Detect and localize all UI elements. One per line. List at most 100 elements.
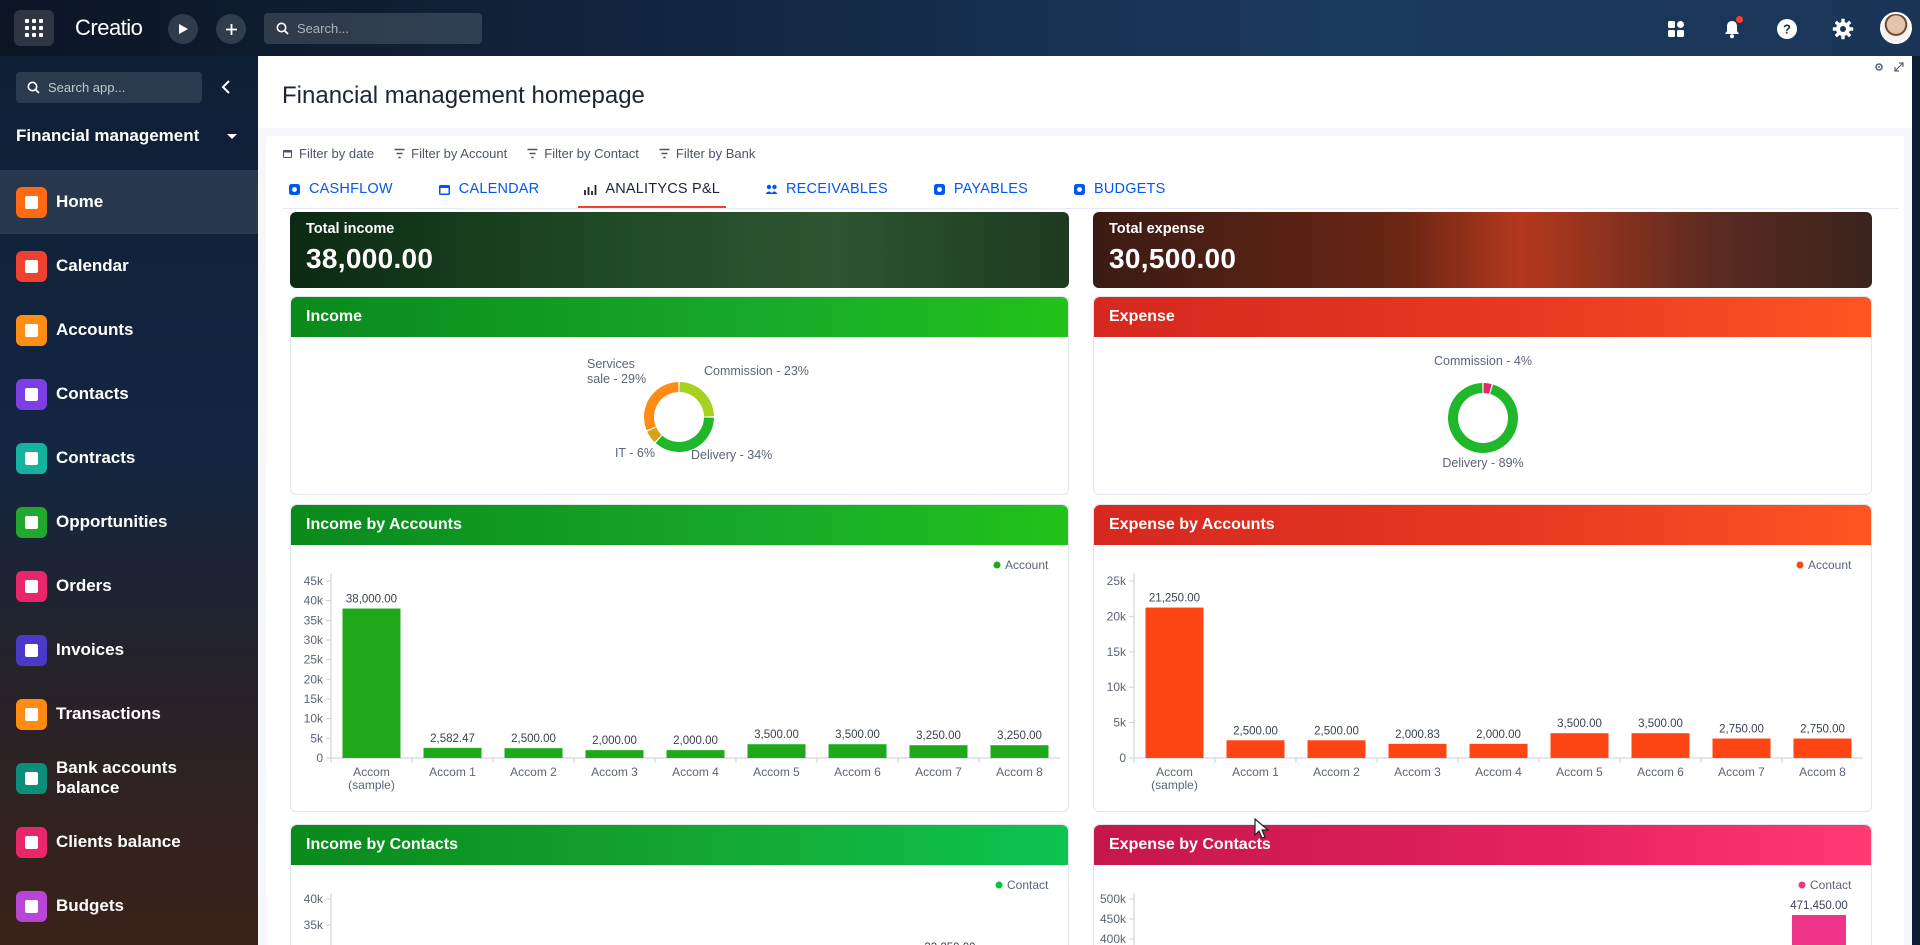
bar-accom-sample[interactable] bbox=[1145, 607, 1204, 758]
create-new-button[interactable] bbox=[216, 14, 246, 44]
analytics-icon bbox=[584, 184, 597, 195]
sidebar-item-accounts[interactable]: Accounts bbox=[0, 298, 258, 362]
bar-accom-8[interactable] bbox=[1793, 738, 1852, 758]
sidebar-item-orders[interactable]: Orders bbox=[0, 554, 258, 618]
settings-button[interactable] bbox=[1828, 14, 1858, 44]
income-by-accounts-chart[interactable]: 0 5k 10k 15k 20k 25k 30k 35k 40k 45k Account 38,000… bbox=[291, 545, 1068, 811]
bar-accom-2[interactable] bbox=[1307, 740, 1366, 758]
bar-accom-7[interactable] bbox=[1712, 738, 1771, 758]
bar-accom-sample[interactable] bbox=[342, 608, 401, 758]
sidebar-item-clients-balance[interactable]: Clients balance bbox=[0, 810, 258, 874]
bar-value-label: 2,500.00 bbox=[1314, 725, 1359, 737]
sidebar-item-budgets[interactable]: Budgets bbox=[0, 874, 258, 938]
x-tick-label: Accom bbox=[1156, 765, 1193, 779]
bar-accom-2[interactable] bbox=[504, 748, 563, 758]
collapse-sidebar-button[interactable] bbox=[216, 76, 236, 98]
mouse-cursor bbox=[1254, 818, 1270, 839]
tab-budgets[interactable]: BUDGETS bbox=[1067, 170, 1172, 208]
page-settings-icon[interactable] bbox=[1874, 62, 1884, 72]
sidebar-item-calendar[interactable]: Calendar bbox=[0, 234, 258, 298]
tab-receivables[interactable]: RECEIVABLES bbox=[759, 170, 894, 208]
filter-bar: Filter by date Filter by Account Filter by… bbox=[282, 136, 755, 170]
income-pie-chart[interactable]: Commission - 23% Delivery - 34% IT - 6% Ser… bbox=[291, 337, 1068, 494]
apps-icon bbox=[1668, 21, 1684, 37]
help-button[interactable]: ? bbox=[1772, 14, 1802, 44]
run-process-button[interactable] bbox=[168, 14, 198, 44]
creatio-logo: Creatio bbox=[75, 15, 143, 40]
sidebar-item-transactions[interactable]: Transactions bbox=[0, 682, 258, 746]
bar-accom-3[interactable] bbox=[585, 750, 644, 758]
app-search-input[interactable] bbox=[48, 80, 198, 95]
page-header: Financial management homepage bbox=[258, 56, 1912, 128]
app-launcher-button[interactable] bbox=[14, 10, 54, 46]
bar-accom-6[interactable] bbox=[1631, 733, 1690, 758]
expand-icon[interactable] bbox=[1894, 62, 1904, 72]
notifications-button[interactable] bbox=[1717, 14, 1747, 44]
y-tick-label: 400k bbox=[1100, 932, 1127, 945]
bar-top-contact[interactable] bbox=[1792, 915, 1846, 945]
bar-accom-8[interactable] bbox=[990, 745, 1049, 758]
sidebar-item-opportunities[interactable]: Opportunities bbox=[0, 490, 258, 554]
legend-label: Account bbox=[1005, 558, 1049, 572]
y-tick-label: 20k bbox=[304, 672, 324, 686]
income-by-contacts-chart[interactable]: 40k 35k Contact 33,250.00 bbox=[291, 865, 1068, 945]
x-tick-label: Accom 8 bbox=[1799, 765, 1846, 779]
global-search[interactable] bbox=[264, 13, 482, 44]
invoice-icon bbox=[16, 634, 47, 666]
pie-slice-it-6[interactable] bbox=[647, 427, 662, 443]
app-switcher[interactable]: Financial management bbox=[16, 124, 241, 148]
bar-value-label: 33,250.00 bbox=[924, 942, 975, 945]
filter-icon bbox=[659, 148, 670, 158]
total-income-card[interactable]: Total income 38,000.00 bbox=[290, 212, 1069, 288]
bar-accom-4[interactable] bbox=[666, 750, 725, 758]
gear-icon bbox=[1832, 18, 1854, 40]
pie-slice-delivery-34[interactable] bbox=[655, 417, 714, 452]
bar-accom-3[interactable] bbox=[1388, 743, 1447, 758]
filter-filter-by-contact[interactable]: Filter by Contact bbox=[527, 146, 639, 161]
tab-calendar[interactable]: CALENDAR bbox=[432, 170, 546, 208]
x-tick-label: Accom 2 bbox=[1313, 765, 1360, 779]
tab-payables[interactable]: PAYABLES bbox=[927, 170, 1034, 208]
filter-filter-by-date[interactable]: Filter by date bbox=[282, 146, 374, 161]
payables-icon bbox=[933, 183, 945, 195]
tab-cashflow[interactable]: CASHFLOW bbox=[282, 170, 399, 208]
pie-slice-services-sale-29[interactable] bbox=[644, 382, 679, 431]
bar-accom-6[interactable] bbox=[828, 744, 887, 758]
sidebar-item-contacts[interactable]: Contacts bbox=[0, 362, 258, 426]
expense-pie-widget: Expense Commission - 4% Delivery - 89% bbox=[1093, 296, 1872, 495]
user-avatar[interactable] bbox=[1880, 12, 1912, 44]
pie-slice-commission-4[interactable] bbox=[1483, 383, 1492, 394]
bar-accom-1[interactable] bbox=[1226, 740, 1285, 758]
pie-slice-commission-23[interactable] bbox=[679, 382, 714, 417]
bar-value-label: 2,000.00 bbox=[673, 735, 718, 747]
sidebar-item-invoices[interactable]: Invoices bbox=[0, 618, 258, 682]
bar-accom-5[interactable] bbox=[747, 744, 806, 758]
legend-label: Contact bbox=[1810, 878, 1852, 892]
bar-accom-1[interactable] bbox=[423, 747, 482, 758]
total-expense-card[interactable]: Total expense 30,500.00 bbox=[1093, 212, 1872, 288]
income-by-accounts-title: Income by Accounts bbox=[291, 505, 1068, 545]
expense-by-contacts-chart[interactable]: 500k 450k 400k Contact 471,450.00 bbox=[1094, 865, 1871, 945]
tab-label: ANALITYCS P&L bbox=[605, 181, 720, 197]
y-tick-label: 45k bbox=[304, 574, 324, 588]
app-hub-button[interactable] bbox=[1661, 14, 1691, 44]
app-search[interactable] bbox=[16, 72, 202, 103]
expense-by-accounts-chart[interactable]: 0 5k 10k 15k 20k 25k Account 21,250.00 Accom(sam… bbox=[1094, 545, 1871, 811]
filter-icon bbox=[394, 148, 405, 158]
tabs-divider bbox=[282, 208, 1898, 209]
top-bar: Creatio ? bbox=[0, 0, 1920, 56]
bar-accom-4[interactable] bbox=[1469, 743, 1528, 758]
tab-analitycs-p-l[interactable]: ANALITYCS P&L bbox=[578, 170, 726, 208]
expense-pie-chart[interactable]: Commission - 4% Delivery - 89% bbox=[1094, 337, 1871, 494]
sidebar-item-home[interactable]: Home bbox=[0, 170, 258, 234]
sidebar-item-contracts[interactable]: Contracts bbox=[0, 426, 258, 490]
total-expense-label: Total expense bbox=[1109, 221, 1205, 237]
bar-accom-5[interactable] bbox=[1550, 733, 1609, 758]
filter-filter-by-account[interactable]: Filter by Account bbox=[394, 146, 507, 161]
pie-slice-delivery-89[interactable] bbox=[1448, 383, 1518, 453]
global-search-input[interactable] bbox=[297, 21, 477, 36]
sidebar-item-bank-accounts-balance[interactable]: Bank accounts balance bbox=[0, 746, 258, 810]
bar-accom-7[interactable] bbox=[909, 745, 968, 758]
filter-filter-by-bank[interactable]: Filter by Bank bbox=[659, 146, 755, 161]
budget-icon bbox=[1073, 183, 1085, 195]
